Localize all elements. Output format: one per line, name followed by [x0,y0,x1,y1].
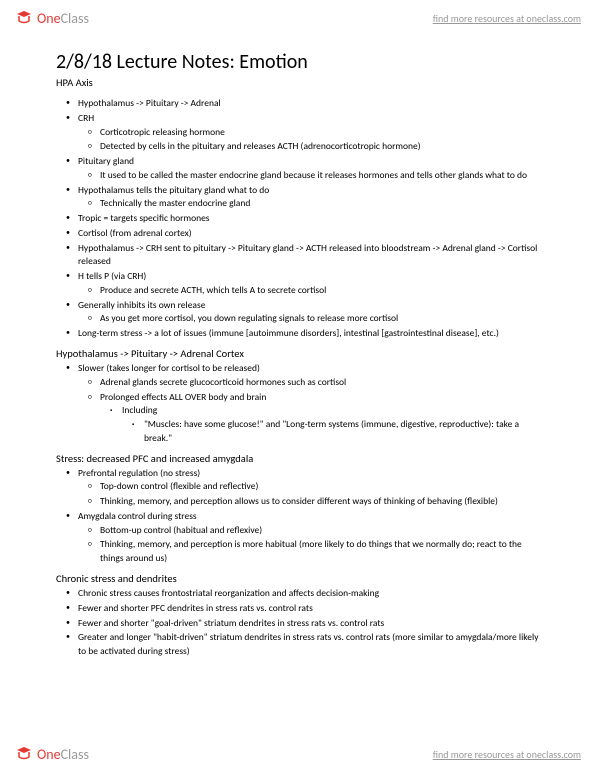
list-item: Corticotropic releasing hormone [78,126,539,140]
list-text: Cortisol (from adrenal cortex) [78,227,192,239]
footer-find-link[interactable]: find more resources at oneclass.com [433,748,581,761]
list-text: Hypothalamus -> Pituitary -> Adrenal [78,97,221,109]
logo-text: OneClass [37,746,89,763]
list-text: Technically the master endocrine gland [100,197,250,209]
list-text: Including [122,404,157,416]
list-text: Thinking, memory, and perception is more… [100,538,522,564]
list-item: Thinking, memory, and perception is more… [78,538,539,566]
list-item: Amygdala control during stress Bottom-up … [56,510,539,566]
list-item: It used to be called the master endocrin… [78,169,539,183]
list-item: Fewer and shorter PFC dendrites in stres… [56,602,539,616]
list-item: Top-down control (flexible and reflectiv… [78,480,539,494]
list-text: Fewer and shorter PFC dendrites in stres… [78,602,313,614]
logo: OneClass [14,8,89,28]
list-item: Chronic stress causes frontostriatal reo… [56,587,539,601]
list-item: Slower (takes longer for cortisol to be … [56,362,539,446]
document-content: 2/8/18 Lecture Notes: Emotion HPA Axis Hy… [0,32,595,659]
list-text: It used to be called the master endocrin… [100,169,527,181]
list-text: Detected by cells in the pituitary and r… [100,140,421,152]
logo-icon [14,8,34,28]
footer-logo: OneClass [14,744,89,764]
list-text: Corticotropic releasing hormone [100,126,225,138]
list-item: "Muscles: have some glucose!" and "Long-… [122,418,539,446]
list-text: Bottom-up control (habitual and reflexiv… [100,524,262,536]
list-item: H tells P (via CRH) Produce and secrete A… [56,270,539,298]
page-title: 2/8/18 Lecture Notes: Emotion [56,50,539,74]
list-item: Detected by cells in the pituitary and r… [78,140,539,154]
list-text: Amygdala control during stress [78,510,197,522]
list-item: Prolonged effects ALL OVER body and brai… [78,391,539,446]
list-text: H tells P (via CRH) [78,270,146,282]
list-text: Top-down control (flexible and reflectiv… [100,480,258,492]
list-item: As you get more cortisol, you down regul… [78,312,539,326]
list-item: Bottom-up control (habitual and reflexiv… [78,524,539,538]
list-item: Hypothalamus -> Pituitary -> Adrenal [56,97,539,111]
list-item: CRH Corticotropic releasing hormone Detect… [56,112,539,154]
list-text: Hypothalamus -> CRH sent to pituitary ->… [78,242,537,268]
list-text: Slower (takes longer for cortisol to be … [78,362,260,374]
list-item: Cortisol (from adrenal cortex) [56,227,539,241]
list-text: Long-term stress -> a lot of issues (imm… [78,327,499,339]
list-text: Produce and secrete ACTH, which tells A … [100,284,326,296]
list-text: Hypothalamus tells the pituitary gland w… [78,184,269,196]
list-item: Hypothalamus tells the pituitary gland w… [56,184,539,212]
list-text: Chronic stress causes frontostriatal reo… [78,587,379,599]
logo-icon [14,744,34,764]
header: OneClass find more resources at oneclass… [0,0,595,32]
logo-text: OneClass [37,10,89,27]
list-text: Thinking, memory, and perception allows … [100,495,498,507]
section-heading: HPA Axis [56,76,539,89]
list-item: Generally inhibits its own releaseAs you… [56,299,539,327]
list-item: Thinking, memory, and perception allows … [78,495,539,509]
footer: OneClass find more resources at oneclass… [0,738,595,770]
list-item: Technically the master endocrine gland [78,197,539,211]
section-heading: Stress: decreased PFC and increased amyg… [56,452,539,465]
list-text: CRH [78,112,94,124]
list-text: Prolonged effects ALL OVER body and brai… [100,391,266,403]
list-text: Tropic = targets specific hormones [78,212,210,224]
list-item: Including "Muscles: have some glucose!" a… [100,404,539,445]
list-text: Greater and longer "habit-driven" striat… [78,631,539,657]
list-item: Hypothalamus -> CRH sent to pituitary ->… [56,242,539,270]
list-text: Fewer and shorter "goal-driven" striatum… [78,617,384,629]
list-item: Produce and secrete ACTH, which tells A … [78,284,539,298]
list-text: Prefrontal regulation (no stress) [78,467,200,479]
list-item: Long-term stress -> a lot of issues (imm… [56,327,539,341]
list-text: Generally inhibits its own release [78,299,205,311]
find-resources-link[interactable]: find more resources at oneclass.com [433,12,581,25]
list-text: Adrenal glands secrete glucocorticoid ho… [100,376,346,388]
list-item: Fewer and shorter "goal-driven" striatum… [56,617,539,631]
section-heading: Hypothalamus -> Pituitary -> Adrenal Cor… [56,347,539,360]
list-item: Greater and longer "habit-driven" striat… [56,631,539,659]
list-item: Tropic = targets specific hormones [56,212,539,226]
list-item: Pituitary gland It used to be called the … [56,155,539,183]
list-text: As you get more cortisol, you down regul… [100,312,398,324]
section-heading: Chronic stress and dendrites [56,572,539,585]
list-item: Adrenal glands secrete glucocorticoid ho… [78,376,539,390]
list-text: Pituitary gland [78,155,134,167]
list-item: Prefrontal regulation (no stress)Top-dow… [56,467,539,509]
list-text: "Muscles: have some glucose!" and "Long-… [144,418,519,444]
